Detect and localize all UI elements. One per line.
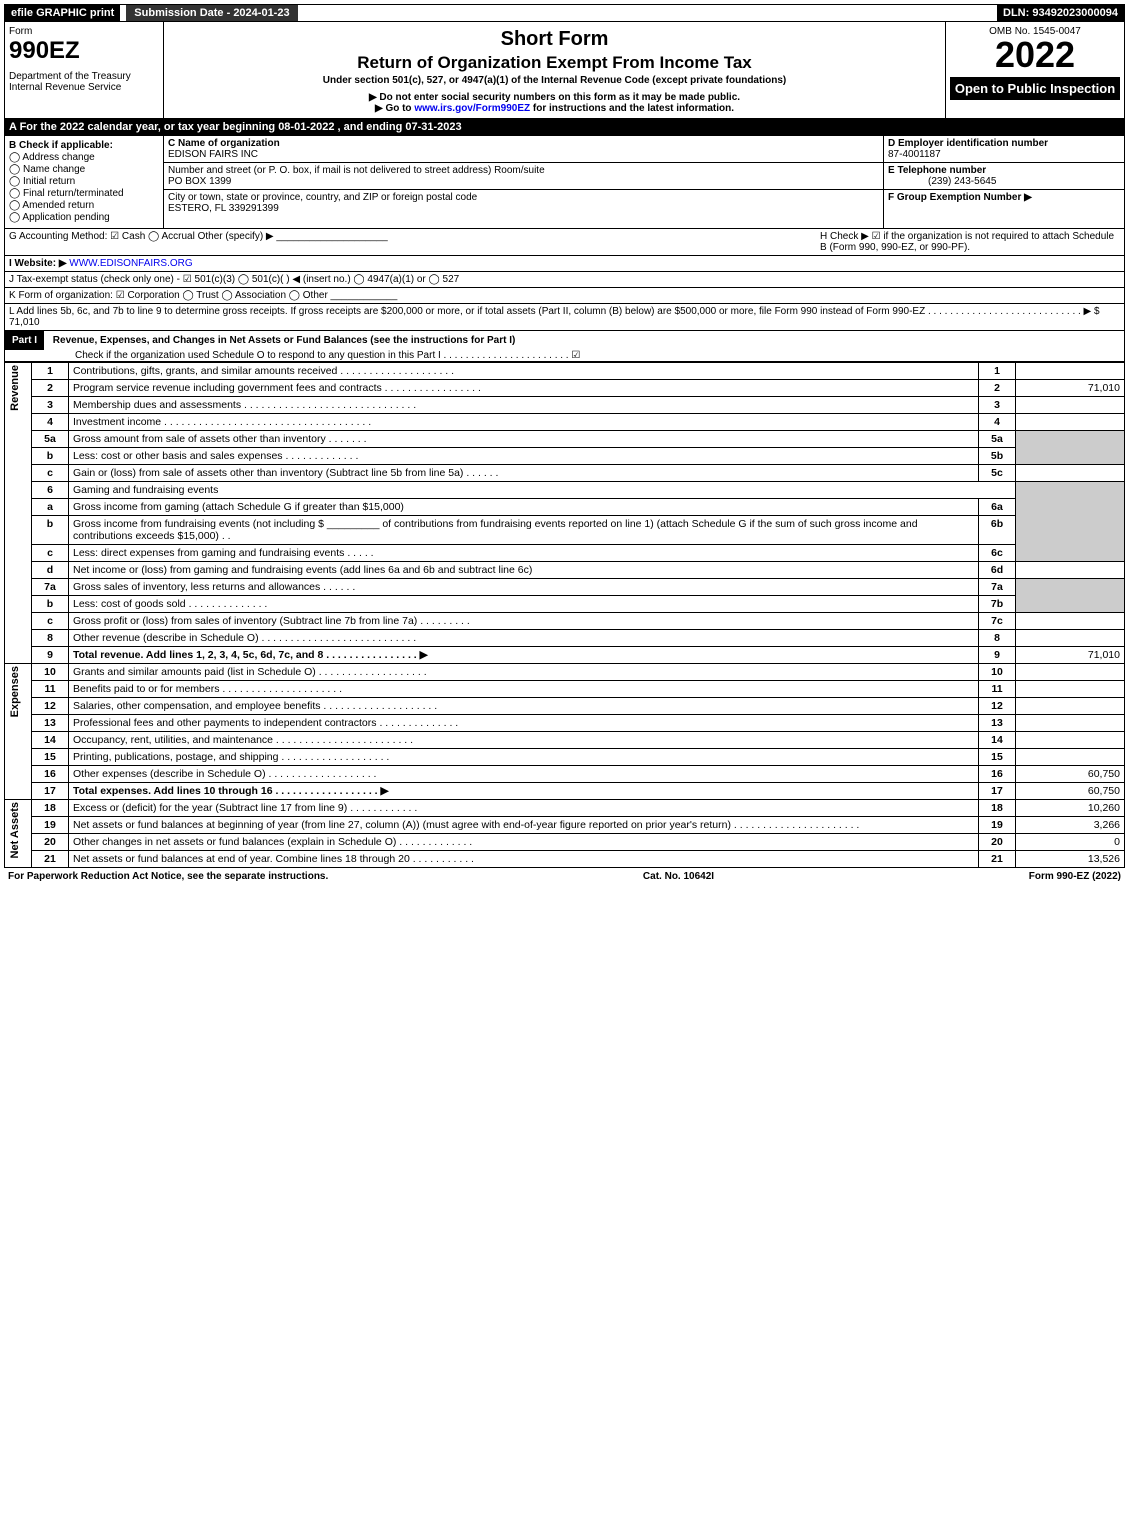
website-link[interactable]: WWW.EDISONFAIRS.ORG <box>69 258 192 269</box>
chk-amended[interactable]: ◯ Amended return <box>9 200 159 211</box>
title-short-form: Short Form <box>168 28 941 51</box>
form-header: Form 990EZ Department of the Treasury In… <box>4 22 1125 119</box>
city-label: City or town, state or province, country… <box>168 192 477 203</box>
box-b: B Check if applicable: ◯ Address change … <box>5 136 164 228</box>
ln1-num: 1 <box>32 363 69 380</box>
row-k: K Form of organization: ☑ Corporation ◯ … <box>4 288 1125 304</box>
ln20-amt: 0 <box>1016 834 1125 851</box>
irs-link[interactable]: www.irs.gov/Form990EZ <box>414 103 530 114</box>
submission-date: Submission Date - 2024-01-23 <box>126 5 297 21</box>
chk-name[interactable]: ◯ Name change <box>9 164 159 175</box>
ln9-text: Total revenue. Add lines 1, 2, 3, 4, 5c,… <box>69 647 979 664</box>
row-j: J Tax-exempt status (check only one) - ☑… <box>4 272 1125 288</box>
tel-label: E Telephone number <box>888 165 986 176</box>
part1-check: Check if the organization used Schedule … <box>5 350 580 361</box>
top-bar: efile GRAPHIC print Submission Date - 20… <box>4 4 1125 22</box>
netassets-label: Net Assets <box>9 802 27 858</box>
ln21-amt: 13,526 <box>1016 851 1125 868</box>
ln9-amt: 71,010 <box>1016 647 1125 664</box>
expenses-label: Expenses <box>9 666 27 717</box>
group-exemption: F Group Exemption Number ▶ <box>888 192 1032 203</box>
dln: DLN: 93492023000094 <box>997 5 1124 21</box>
ln2-text: Program service revenue including govern… <box>69 380 979 397</box>
part1-header: Part I Revenue, Expenses, and Changes in… <box>4 331 1125 362</box>
subtitle: Under section 501(c), 527, or 4947(a)(1)… <box>168 75 941 86</box>
section-a: A For the 2022 calendar year, or tax yea… <box>4 119 1125 136</box>
ln19-amt: 3,266 <box>1016 817 1125 834</box>
row-l: L Add lines 5b, 6c, and 7b to line 9 to … <box>4 304 1125 331</box>
block-b-to-f: B Check if applicable: ◯ Address change … <box>4 136 1125 229</box>
box-b-label: B Check if applicable: <box>9 140 113 151</box>
form-ref: Form 990-EZ (2022) <box>1029 871 1121 882</box>
ein: 87-4001187 <box>888 149 941 160</box>
footer: For Paperwork Reduction Act Notice, see … <box>4 868 1125 885</box>
box-d-e-f: D Employer identification number87-40011… <box>883 136 1124 228</box>
form-word: Form <box>9 26 159 37</box>
part1-badge: Part I <box>5 331 44 350</box>
paperwork-notice: For Paperwork Reduction Act Notice, see … <box>8 871 328 882</box>
title-return: Return of Organization Exempt From Incom… <box>168 53 941 73</box>
inspection-badge: Open to Public Inspection <box>950 77 1120 100</box>
header-right: OMB No. 1545-0047 2022 Open to Public In… <box>945 22 1124 118</box>
efile-label[interactable]: efile GRAPHIC print <box>5 5 120 21</box>
header-left: Form 990EZ Department of the Treasury In… <box>5 22 164 118</box>
ln16-amt: 60,750 <box>1016 766 1125 783</box>
ein-label: D Employer identification number <box>888 138 1048 149</box>
street-label: Number and street (or P. O. box, if mail… <box>168 165 545 176</box>
chk-initial[interactable]: ◯ Initial return <box>9 176 159 187</box>
ln18-amt: 10,260 <box>1016 800 1125 817</box>
note-goto: ▶ Go to www.irs.gov/Form990EZ for instru… <box>168 103 941 114</box>
telephone: (239) 243-5645 <box>888 176 996 187</box>
tax-year: 2022 <box>950 37 1120 73</box>
box-c-label: C Name of organization <box>168 138 280 149</box>
dept: Department of the Treasury Internal Reve… <box>9 71 159 93</box>
chk-final[interactable]: ◯ Final return/terminated <box>9 188 159 199</box>
revenue-label: Revenue <box>9 365 27 411</box>
cat-no: Cat. No. 10642I <box>643 871 714 882</box>
schedule-b-check: H Check ▶ ☑ if the organization is not r… <box>820 231 1120 253</box>
street: PO BOX 1399 <box>168 176 231 187</box>
ln2-amt: 71,010 <box>1016 380 1125 397</box>
row-g-h: G Accounting Method: ☑ Cash ◯ Accrual Ot… <box>4 229 1125 256</box>
org-name: EDISON FAIRS INC <box>168 149 258 160</box>
city: ESTERO, FL 339291399 <box>168 203 279 214</box>
box-c: C Name of organizationEDISON FAIRS INC N… <box>164 136 883 228</box>
ln1-text: Contributions, gifts, grants, and simila… <box>69 363 979 380</box>
row-i: I Website: ▶ WWW.EDISONFAIRS.ORG <box>4 256 1125 272</box>
chk-address[interactable]: ◯ Address change <box>9 152 159 163</box>
lines-table: Revenue 1Contributions, gifts, grants, a… <box>4 362 1125 868</box>
ln17-amt: 60,750 <box>1016 783 1125 800</box>
note-ssn: ▶ Do not enter social security numbers o… <box>168 92 941 103</box>
form-number: 990EZ <box>9 37 159 65</box>
part1-title: Revenue, Expenses, and Changes in Net As… <box>47 335 516 346</box>
accounting-method: G Accounting Method: ☑ Cash ◯ Accrual Ot… <box>9 231 820 253</box>
chk-pending[interactable]: ◯ Application pending <box>9 212 159 223</box>
header-center: Short Form Return of Organization Exempt… <box>164 22 945 118</box>
